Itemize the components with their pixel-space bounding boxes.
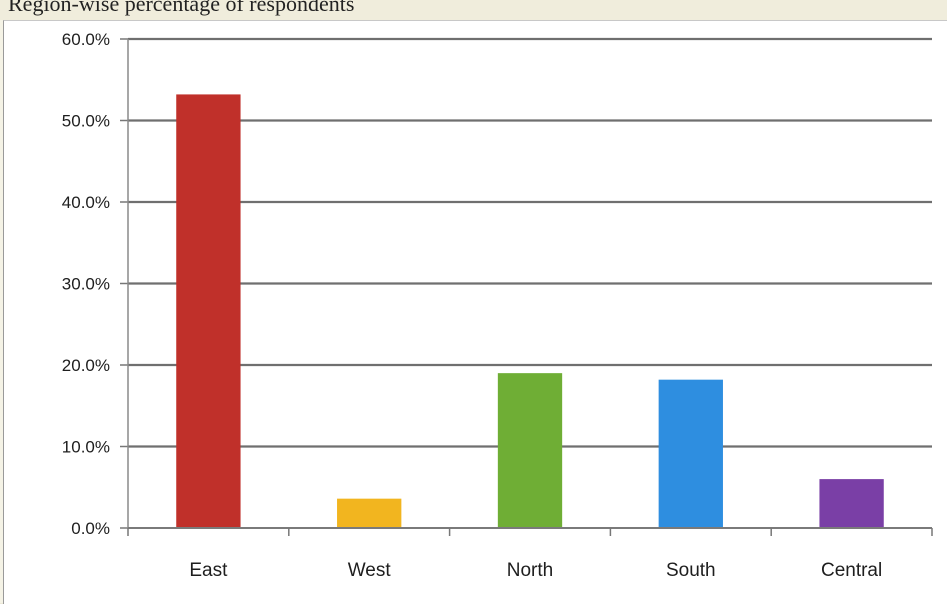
bar-central: [819, 479, 883, 528]
y-tick-label: 30.0%: [62, 275, 110, 294]
y-tick-label: 10.0%: [62, 438, 110, 457]
x-category-label: East: [189, 560, 228, 581]
bar-north: [498, 373, 562, 528]
y-tick-label: 20.0%: [62, 356, 110, 375]
bar-south: [659, 380, 723, 528]
y-tick-label: 40.0%: [62, 193, 110, 212]
x-category-label: South: [666, 560, 716, 581]
x-category-label: North: [507, 560, 553, 581]
y-tick-label: 0.0%: [71, 519, 110, 538]
bar-east: [176, 94, 240, 528]
bar-west: [337, 499, 401, 528]
x-category-label: West: [348, 560, 392, 581]
caption-text: Region-wise percentage of respondents: [8, 0, 354, 17]
y-tick-label: 60.0%: [62, 30, 110, 49]
chart-panel: 0.0% 10.0% 20.0% 30.0% 40.0% 50.0% 60.0% East We…: [3, 20, 947, 604]
y-tick-label: 50.0%: [62, 112, 110, 131]
bar-chart: 0.0% 10.0% 20.0% 30.0% 40.0% 50.0% 60.0% East We…: [4, 21, 947, 604]
bars: [176, 94, 884, 528]
x-category-label: Central: [821, 560, 882, 581]
caption-strip: Region-wise percentage of respondents: [0, 0, 947, 20]
